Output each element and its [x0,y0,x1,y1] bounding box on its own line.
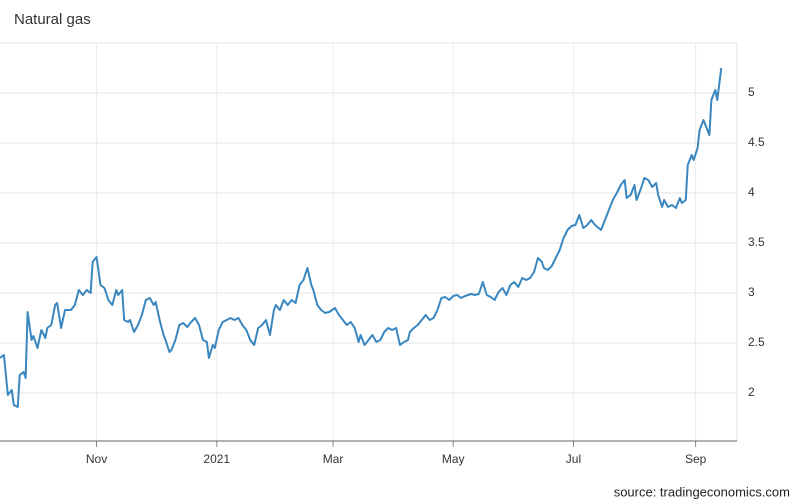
source-note: source: tradingeconomics.com [614,484,790,499]
x-tick-label: 2021 [203,452,230,466]
y-tick-label: 5 [748,85,755,99]
y-tick-label: 2 [748,385,755,399]
x-tick-label: Sep [685,452,707,466]
y-tick-label: 4 [748,185,755,199]
x-tick-label: Jul [566,452,581,466]
y-tick-label: 2.5 [748,335,765,349]
y-tick-label: 4.5 [748,135,765,149]
x-tick-label: Mar [323,452,344,466]
y-tick-label: 3.5 [748,235,765,249]
x-tick-label: May [442,452,465,466]
x-tick-label: Nov [86,452,107,466]
y-tick-label: 3 [748,285,755,299]
chart-title: Natural gas [14,11,91,28]
data-line [0,67,723,408]
